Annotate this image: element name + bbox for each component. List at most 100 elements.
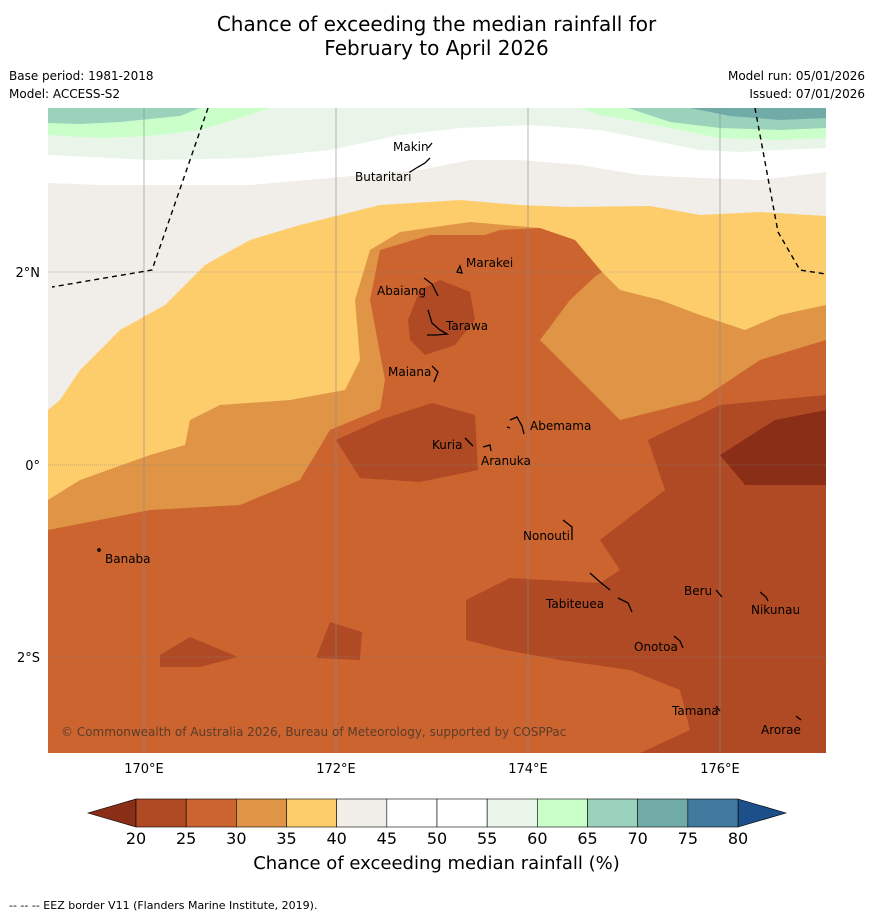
- colorbar-tick-label: 35: [276, 829, 296, 848]
- colorbar-extend-low: [86, 798, 137, 828]
- colorbar-tick-label: 70: [627, 829, 647, 848]
- label-aranuka: Aranuka: [481, 454, 531, 468]
- colorbar-box: [637, 798, 689, 828]
- island-beru: [715, 589, 723, 598]
- model-name: Model: ACCESS-S2: [9, 87, 121, 101]
- island-makin: [427, 142, 433, 149]
- region-20-25-tarawa: [408, 280, 475, 355]
- colorbar-extend-high: [737, 798, 788, 828]
- label-onotoa: Onotoa: [634, 640, 678, 654]
- region-35-40-inner: [210, 250, 350, 340]
- chart-title: Chance of exceeding the median rainfall …: [0, 12, 873, 60]
- colorbar-label: Chance of exceeding median rainfall (%): [253, 853, 620, 874]
- lon-label-172e: 172°E: [316, 762, 356, 777]
- island-aranuka: [482, 444, 492, 452]
- meta-right: Model run: 05/01/2026 Issued: 07/01/2026: [728, 67, 865, 103]
- axis-labels: 170°E 172°E 174°E 176°E 2°N 0° 2°S: [16, 266, 740, 777]
- label-nikunau: Nikunau: [751, 603, 800, 617]
- graticule: [48, 108, 826, 753]
- colorbar-tick-label: 25: [176, 829, 196, 848]
- label-maiana: Maiana: [388, 365, 431, 379]
- lon-label-170e: 170°E: [124, 762, 164, 777]
- island-onotoa: [673, 635, 684, 649]
- island-tabiteuea: [589, 572, 633, 613]
- colorbar-box: [436, 798, 488, 828]
- island-abaiang: [423, 277, 439, 297]
- colorbar-box: [135, 798, 187, 828]
- lat-label-2n: 2°N: [16, 266, 41, 281]
- lon-label-174e: 174°E: [508, 762, 548, 777]
- label-abemama: Abemama: [530, 419, 591, 433]
- island-nikunau: [759, 591, 769, 602]
- base-period: Base period: 1981-2018: [9, 69, 154, 83]
- colorbar-box: [286, 798, 337, 828]
- colorbar-tick-label: 55: [477, 829, 497, 848]
- region-65-70-west: [48, 108, 200, 124]
- label-makin: Makin: [393, 140, 429, 154]
- colorbar-tick-label: 45: [377, 829, 397, 848]
- title-line-2: February to April 2026: [324, 36, 549, 60]
- region-20-25-west-patch: [160, 637, 238, 667]
- region-25-30-marakei: [470, 228, 602, 330]
- model-run: Model run: 05/01/2026: [727, 69, 865, 83]
- colorbar-tick-label: 60: [527, 829, 547, 848]
- colorbar-box: [687, 798, 739, 828]
- region-20-25-edge: [815, 510, 826, 570]
- label-banaba: Banaba: [105, 552, 151, 566]
- label-abaiang: Abaiang: [377, 284, 426, 298]
- colorbar-box: [486, 798, 538, 828]
- label-nonouti: Nonouti: [523, 529, 570, 543]
- island-banaba: [97, 548, 101, 552]
- region-55-60: [48, 108, 826, 160]
- eez-border: [51, 108, 826, 288]
- label-tamana: Tamana: [671, 704, 719, 718]
- island-kuria: [464, 437, 474, 447]
- label-kuria: Kuria: [432, 438, 463, 452]
- region-under-20: [720, 410, 826, 485]
- copyright-notice: © Commonwealth of Australia 2026, Bureau…: [61, 725, 566, 739]
- eez-border-east: [754, 108, 826, 275]
- colorbar-tick-label: 50: [427, 829, 447, 848]
- meta-left: Base period: 1981-2018 Model: ACCESS-S2: [9, 67, 154, 103]
- colorbar-tick-label: 40: [326, 829, 346, 848]
- label-beru: Beru: [684, 584, 712, 598]
- eez-border-west: [51, 108, 209, 288]
- lat-label-0: 0°: [25, 459, 40, 474]
- label-arorae: Arorae: [761, 723, 801, 737]
- label-marakei: Marakei: [466, 256, 513, 270]
- region-40-45-edge: [48, 300, 125, 410]
- colorbar-box: [336, 798, 388, 828]
- region-70-75: [690, 108, 826, 120]
- island-tarawa: [427, 309, 450, 336]
- island-abemama: [506, 416, 525, 435]
- region-20-25-kuria: [336, 403, 478, 482]
- colorbar-tick-label: 30: [226, 829, 246, 848]
- label-butaritari: Butaritari: [355, 170, 412, 184]
- islands: [97, 142, 802, 721]
- colorbar-tick-label: 75: [678, 829, 698, 848]
- colorbar-tick-label: 80: [728, 829, 748, 848]
- colorbar-box: [386, 798, 438, 828]
- place-labels: Makin Butaritari Marakei Abaiang Tarawa …: [105, 140, 801, 737]
- label-tarawa: Tarawa: [445, 319, 488, 333]
- colorbar-tick-label: 20: [126, 829, 146, 848]
- colorbar: 20 25 30 35 40 45 50 55 60 65 70 75 80: [86, 798, 788, 848]
- colorbar-box: [185, 798, 237, 828]
- colorbar-box: [587, 798, 638, 828]
- lon-label-176e: 176°E: [700, 762, 740, 777]
- footnote: -- -- -- EEZ border V11 (Flanders Marine…: [9, 899, 318, 912]
- island-marakei: [456, 264, 463, 274]
- map-fill-regions: [48, 108, 826, 753]
- lat-label-2s: 2°S: [17, 651, 40, 666]
- issued-date: Issued: 07/01/2026: [749, 87, 865, 101]
- region-20-25-south: [466, 395, 826, 753]
- colorbar-box: [236, 798, 287, 828]
- label-tabiteuea: Tabiteuea: [545, 597, 604, 611]
- colorbar-box: [537, 798, 588, 828]
- island-butaritari: [409, 157, 431, 173]
- island-nonouti: [562, 519, 573, 540]
- island-maiana: [431, 365, 439, 383]
- island-tamana: [715, 705, 721, 712]
- colorbar-tick-label: 65: [577, 829, 597, 848]
